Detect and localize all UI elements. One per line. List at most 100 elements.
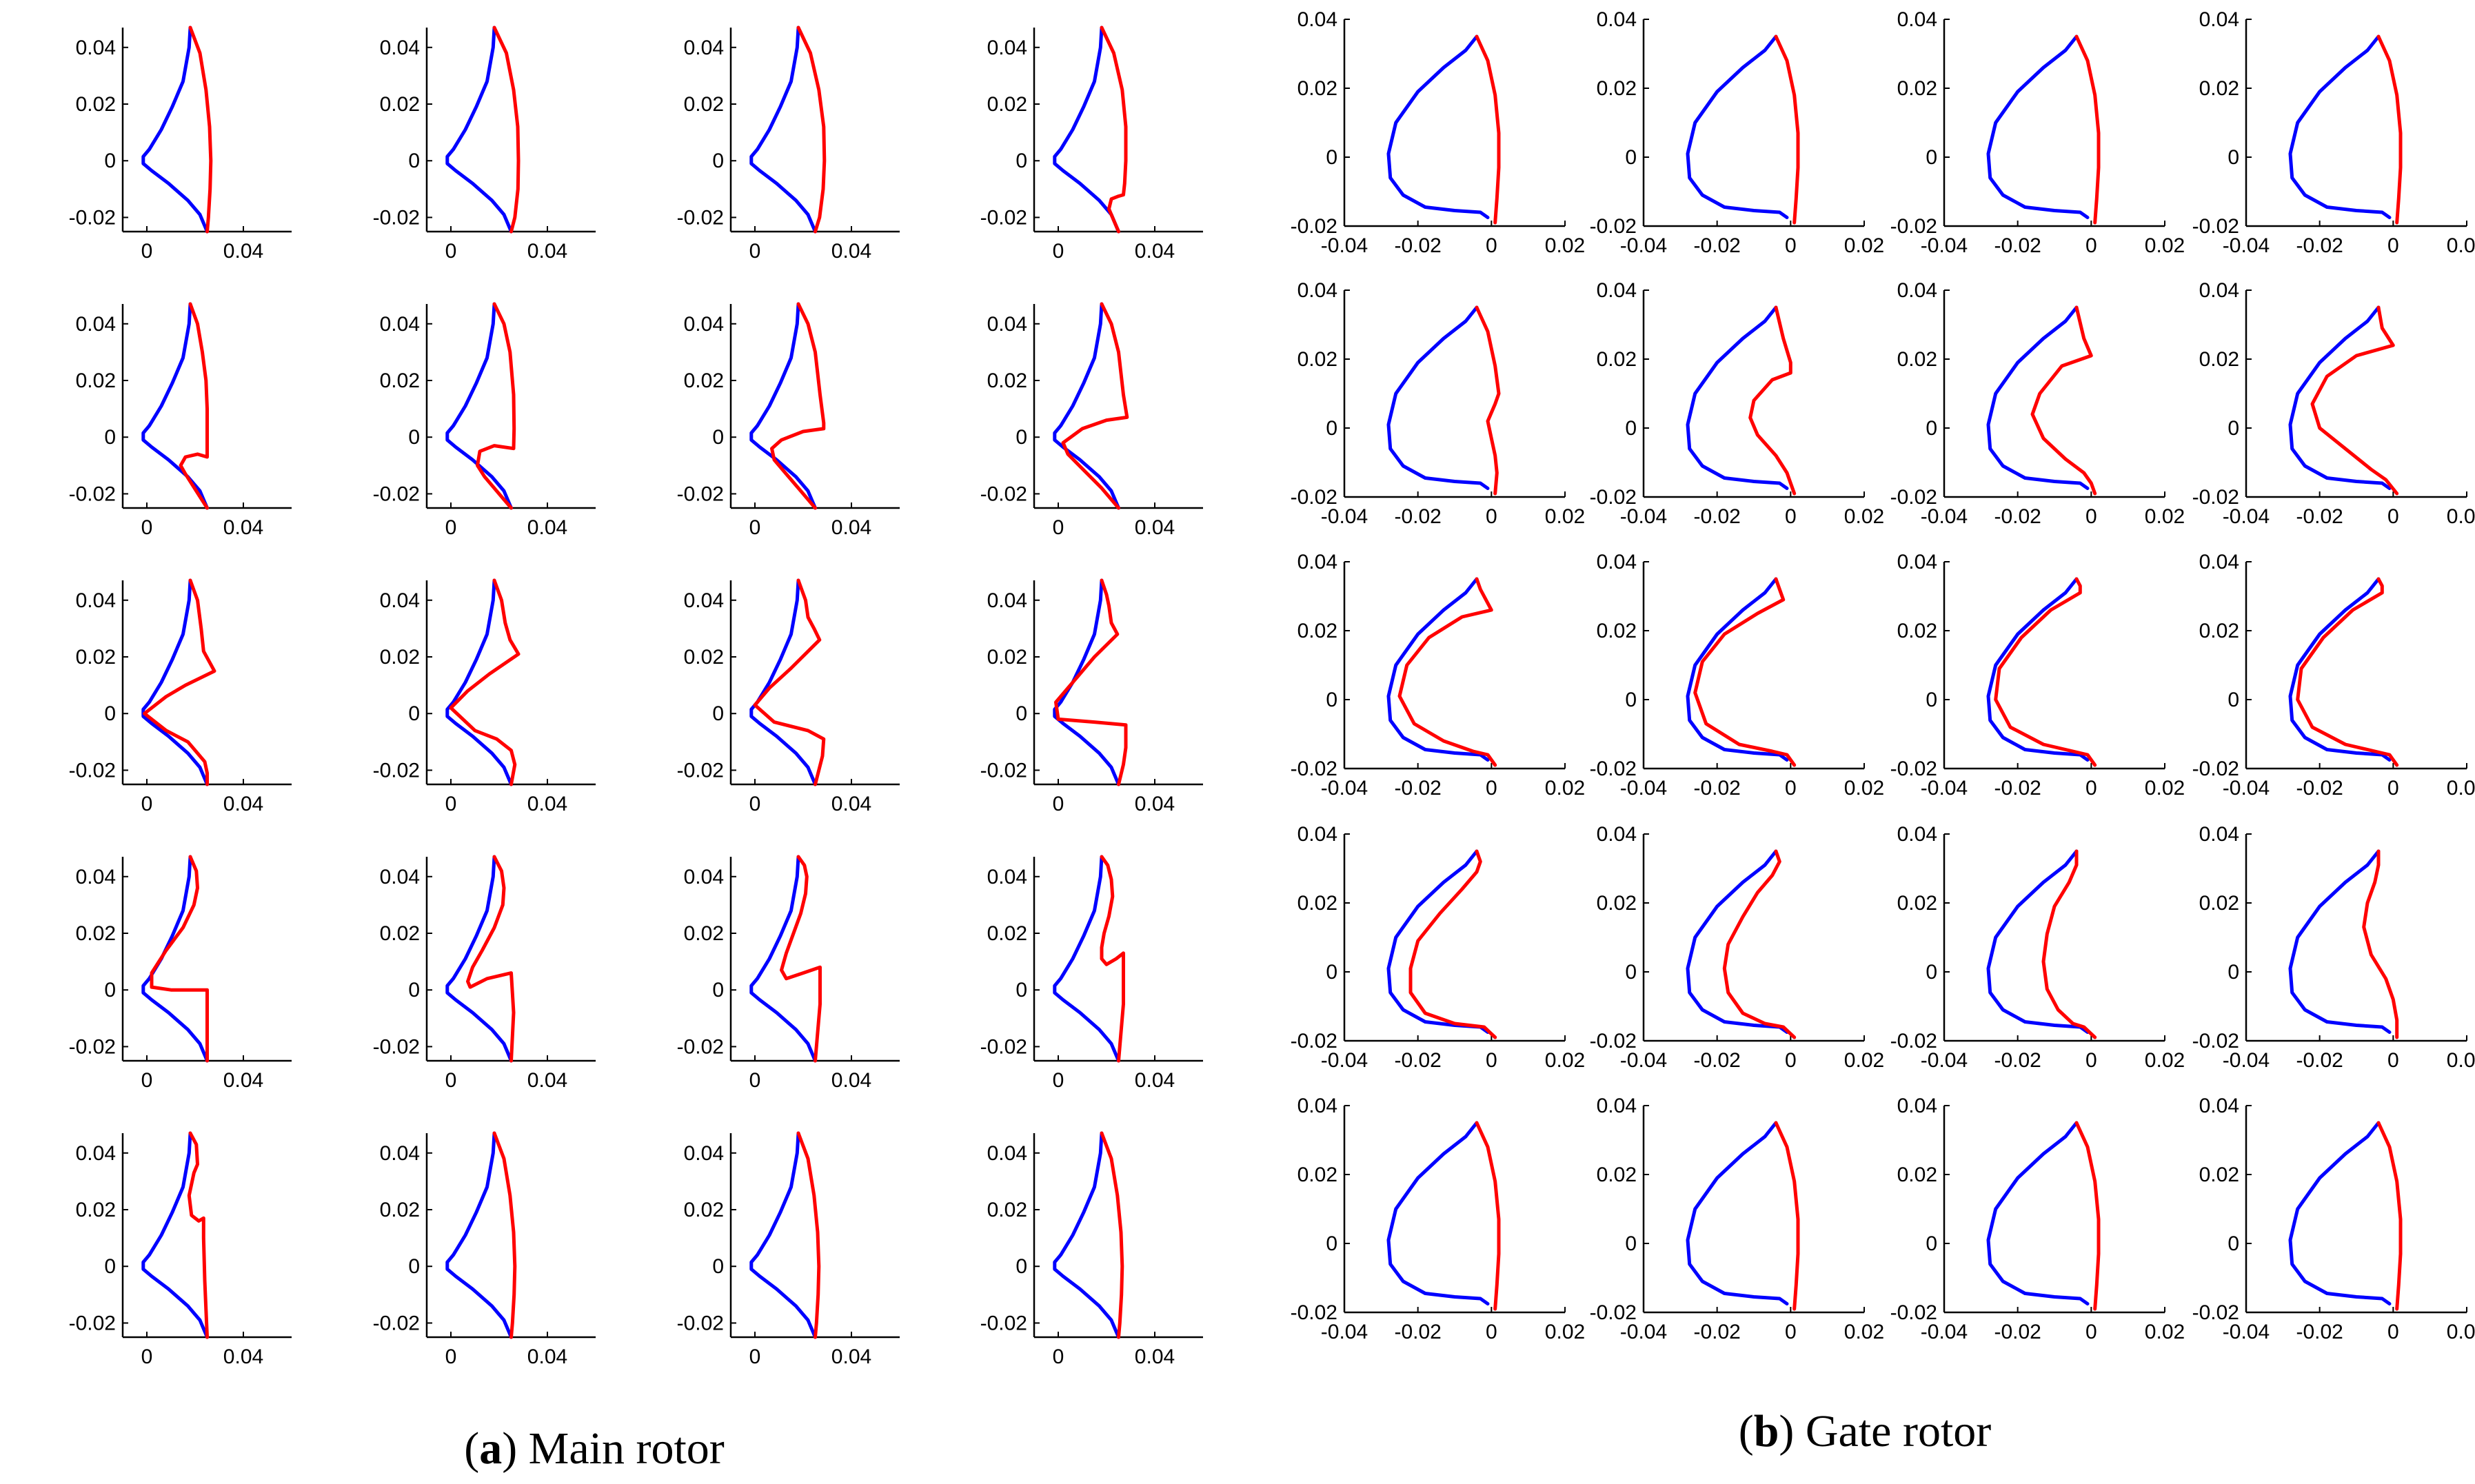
series-2-curve	[449, 578, 521, 786]
x-tick-label: 0	[141, 1069, 153, 1092]
subplot-a-r5-c4: 0.04 0.02 0 -0.02 0 0.04	[980, 1131, 1203, 1368]
series-2-curve	[1475, 34, 1501, 225]
subplot-b-r5-c2: 0.040.020-0.02-0.04 -0.02 0 0.02	[1590, 1095, 1885, 1343]
x-tick-label: -0.04	[2223, 1321, 2270, 1343]
y-tick-label: 0.04	[2199, 8, 2239, 31]
x-tick-label: 0	[445, 1069, 457, 1092]
y-tick-label: -0.02	[1890, 215, 1937, 238]
y-tick-label: 0	[2228, 417, 2239, 440]
x-tick-label: 0.02	[2145, 777, 2185, 800]
subplot-a-r5-c1: 0.04 0.02 0 -0.02 0 0.04	[69, 1131, 292, 1368]
y-tick-label: 0.02	[1597, 348, 1637, 371]
x-tick-label: -0.02	[1394, 1321, 1441, 1343]
x-tick-label: 0.04	[223, 793, 263, 815]
y-tick-label: 0.02	[987, 93, 1027, 116]
y-tick-label: 0.04	[1597, 551, 1637, 573]
y-tick-label: 0.04	[1597, 279, 1637, 302]
y-tick-label: 0.02	[1897, 77, 1937, 100]
y-tick-label: -0.02	[69, 759, 116, 782]
y-tick-label: 0	[712, 426, 724, 449]
subplot-b-r4-c2: 0.040.020-0.02-0.04 -0.02 0 0.02	[1590, 823, 1885, 1072]
y-tick-label: 0.02	[76, 369, 116, 392]
y-tick-label: 0.04	[987, 37, 1027, 59]
x-tick-label: 0	[1053, 793, 1064, 815]
series-2-curve	[188, 26, 213, 234]
series-1-curve	[1686, 305, 1789, 490]
series-1-curve	[1386, 577, 1490, 762]
subplot-a-r1-c3: 0.04 0.02 0 -0.02 0 0.04	[677, 26, 900, 263]
y-tick-label: 0.04	[2199, 279, 2239, 302]
x-tick-label: 0	[1486, 777, 1497, 800]
y-tick-label: 0	[104, 702, 116, 725]
y-tick-label: 0.04	[1897, 1095, 1937, 1117]
y-tick-label: 0	[1016, 702, 1027, 725]
x-tick-label: 0.02	[1844, 1049, 1884, 1072]
y-tick-label: 0.02	[76, 93, 116, 116]
y-tick-label: -0.02	[1890, 1030, 1937, 1053]
y-tick-label: -0.02	[2192, 1030, 2239, 1053]
subplot-a-r1-c2: 0.04 0.02 0 -0.02 0 0.04	[373, 26, 596, 263]
series-1-curve	[1053, 302, 1120, 510]
subplot-b-r5-c3: 0.040.020-0.02-0.04 -0.02 0 0.02	[1890, 1095, 2185, 1343]
gate-rotor-caption: (b) Gate rotor	[1739, 1406, 1992, 1456]
y-tick-label: 0	[1625, 689, 1637, 711]
series-1-curve	[445, 26, 513, 234]
x-tick-label: 0	[1053, 1345, 1064, 1368]
series-2-curve	[1994, 577, 2097, 767]
x-tick-label: 0	[749, 516, 761, 539]
subplot-a-r3-c3: 0.04 0.02 0 -0.02 0 0.04	[677, 578, 900, 815]
x-tick-label: 0.02	[1545, 777, 1585, 800]
series-2-curve	[476, 302, 516, 510]
series-1-curve	[749, 26, 817, 234]
y-tick-label: 0.04	[1897, 551, 1937, 573]
x-tick-label: 0	[749, 240, 761, 263]
subplot-a-r1-c4: 0.04 0.02 0 -0.02 0 0.04	[980, 26, 1203, 263]
y-tick-label: 0.02	[684, 93, 724, 116]
subplot-a-r2-c2: 0.04 0.02 0 -0.02 0 0.04	[373, 302, 596, 539]
x-tick-label: -0.04	[1620, 505, 1667, 528]
y-tick-label: 0.04	[2199, 823, 2239, 846]
x-tick-label: -0.04	[1620, 1321, 1667, 1343]
y-tick-label: 0.04	[76, 313, 116, 336]
y-tick-label: 0.04	[1597, 1095, 1637, 1117]
y-tick-label: 0.02	[1897, 892, 1937, 915]
y-tick-label: 0.04	[380, 589, 420, 612]
series-2-curve	[2074, 34, 2101, 225]
x-tick-label: -0.04	[1321, 777, 1368, 800]
y-tick-label: -0.02	[1590, 1301, 1637, 1324]
y-tick-label: 0.04	[380, 1142, 420, 1165]
y-tick-label: 0.02	[2199, 348, 2239, 371]
x-tick-label: 0	[445, 516, 457, 539]
x-tick-label: 0.02	[1844, 505, 1884, 528]
y-tick-label: 0.04	[1597, 8, 1637, 31]
series-2-curve	[143, 578, 216, 786]
y-tick-label: 0	[408, 426, 420, 449]
series-2-curve	[1774, 1121, 1800, 1311]
x-tick-label: 0.04	[527, 1069, 567, 1092]
subplot-b-r3-c3: 0.040.020-0.02-0.04 -0.02 0 0.02	[1890, 551, 2185, 800]
y-tick-label: 0.02	[380, 646, 420, 669]
x-tick-label: 0.02	[2145, 1321, 2185, 1343]
x-tick-label: 0	[2387, 1321, 2399, 1343]
subplot-b-r1-c3: 0.040.020-0.02-0.04 -0.02 0 0.02	[1890, 8, 2185, 257]
subplot-b-r5-c1: 0.040.020-0.02-0.04 -0.02 0 0.02	[1291, 1095, 1586, 1343]
y-tick-label: 0.04	[684, 589, 724, 612]
x-tick-label: 0	[1486, 505, 1497, 528]
y-tick-label: 0	[408, 702, 420, 725]
series-1-curve	[749, 578, 817, 786]
y-tick-label: 0.04	[1297, 1095, 1337, 1117]
y-tick-label: 0.04	[684, 313, 724, 336]
series-2-curve	[796, 1131, 821, 1339]
series-1-curve	[2288, 577, 2392, 762]
y-tick-label: 0	[1926, 961, 1937, 984]
series-2-curve	[1061, 302, 1129, 510]
x-tick-label: -0.04	[1921, 777, 1968, 800]
x-tick-label: -0.04	[2223, 1049, 2270, 1072]
x-tick-label: 0.04	[831, 1345, 871, 1368]
series-1-curve	[2288, 1121, 2392, 1305]
y-tick-label: 0	[1926, 689, 1937, 711]
x-tick-label: 0.02	[2447, 234, 2475, 257]
x-tick-label: 0	[2085, 505, 2097, 528]
